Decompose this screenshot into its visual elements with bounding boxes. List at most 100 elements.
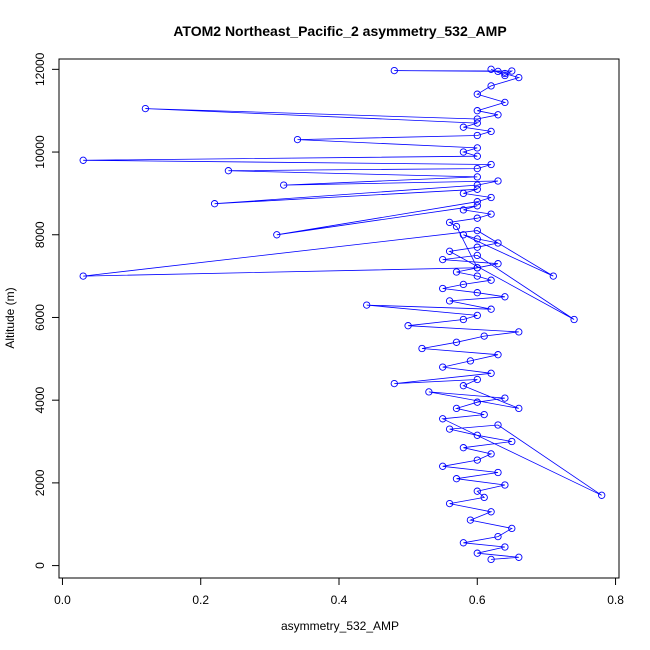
data-point xyxy=(439,363,447,371)
data-point xyxy=(487,305,495,313)
data-point xyxy=(494,111,502,119)
data-point xyxy=(79,156,87,164)
x-tick-label: 0.2 xyxy=(192,593,209,607)
data-point xyxy=(487,193,495,202)
data-point xyxy=(452,268,461,276)
chart-title: ATOM2 Northeast_Pacific_2 asymmetry_532_… xyxy=(173,23,506,39)
data-point xyxy=(280,181,288,189)
data-point xyxy=(473,185,481,193)
data-point xyxy=(466,516,475,524)
data-point xyxy=(459,148,468,156)
data-point xyxy=(487,369,495,377)
data-point xyxy=(487,450,495,458)
data-point xyxy=(445,499,454,508)
data-point xyxy=(459,315,468,324)
data-point xyxy=(466,357,475,365)
data-point xyxy=(487,276,495,284)
y-tick-label: 4000 xyxy=(33,387,47,414)
data-point xyxy=(445,297,454,305)
data-point xyxy=(473,152,481,160)
data-point xyxy=(501,69,509,78)
data-point xyxy=(439,255,447,264)
data-point xyxy=(473,131,481,140)
data-point xyxy=(598,491,606,499)
data-point xyxy=(473,289,481,297)
y-axis-label: Altitude (m) xyxy=(3,287,17,348)
data-point xyxy=(473,431,481,439)
data-point xyxy=(549,272,557,280)
data-point xyxy=(404,322,412,330)
data-point xyxy=(480,332,488,340)
data-point xyxy=(293,135,302,144)
data-point xyxy=(445,425,454,433)
data-point xyxy=(494,351,502,359)
data-point xyxy=(473,251,481,260)
data-point xyxy=(452,404,461,413)
data-point xyxy=(473,549,481,557)
data-point xyxy=(487,160,495,169)
data-point xyxy=(480,410,488,419)
data-point xyxy=(473,90,481,98)
x-axis: 0.0 0.2 0.4 0.6 0.8 xyxy=(54,577,624,607)
data-point xyxy=(452,222,461,231)
data-point xyxy=(473,456,481,464)
data-point xyxy=(459,444,468,452)
data-point xyxy=(508,524,516,533)
data-point xyxy=(459,382,468,390)
plot-area xyxy=(58,58,620,579)
data-point xyxy=(473,264,481,272)
data-point xyxy=(473,214,481,222)
x-axis-label: asymmetry_532_AMP xyxy=(281,619,399,633)
data-point xyxy=(515,73,523,82)
x-tick-label: 0.4 xyxy=(331,593,348,607)
y-tick-label: 2000 xyxy=(33,469,47,496)
data-point xyxy=(501,293,509,301)
data-point xyxy=(473,173,481,181)
data-point xyxy=(141,104,150,113)
data-point xyxy=(363,301,371,309)
data-point xyxy=(473,144,481,152)
data-point xyxy=(473,487,481,495)
data-point xyxy=(494,177,502,185)
data-point xyxy=(459,539,468,547)
data-point xyxy=(473,235,481,243)
data-point xyxy=(494,260,502,268)
y-tick-label: 10000 xyxy=(33,135,47,169)
x-tick-label: 0.0 xyxy=(54,593,71,607)
data-point xyxy=(452,338,461,346)
data-point xyxy=(459,206,468,214)
data-point xyxy=(473,311,481,320)
data-point xyxy=(273,231,281,239)
data-point xyxy=(494,239,502,247)
data-point xyxy=(459,189,468,198)
y-tick-label: 8000 xyxy=(33,221,47,248)
data-point xyxy=(445,247,454,255)
data-point xyxy=(501,394,509,402)
data-point xyxy=(508,437,516,446)
data-point xyxy=(459,231,468,239)
data-point xyxy=(515,553,523,561)
data-point xyxy=(487,127,495,136)
data-point xyxy=(439,284,447,293)
data-point xyxy=(445,218,454,227)
data-point xyxy=(473,272,481,280)
y-tick-label: 0 xyxy=(33,562,47,569)
data-point xyxy=(210,200,219,208)
series-layer xyxy=(79,65,606,564)
y-tick-label: 12000 xyxy=(33,52,47,86)
data-point xyxy=(501,71,509,80)
data-point xyxy=(473,115,481,123)
data-point xyxy=(487,555,495,564)
data-point xyxy=(487,210,495,218)
data-point xyxy=(494,67,502,76)
series-line xyxy=(83,68,602,560)
y-tick-label: 6000 xyxy=(33,304,47,331)
data-point xyxy=(473,243,481,251)
y-axis: 0 2000 4000 6000 8000 10000 12000 xyxy=(33,52,60,569)
data-point xyxy=(494,468,502,477)
data-point xyxy=(473,398,481,406)
data-point xyxy=(425,388,433,396)
data-point xyxy=(473,107,481,115)
data-point xyxy=(508,67,516,75)
data-point xyxy=(459,123,468,131)
